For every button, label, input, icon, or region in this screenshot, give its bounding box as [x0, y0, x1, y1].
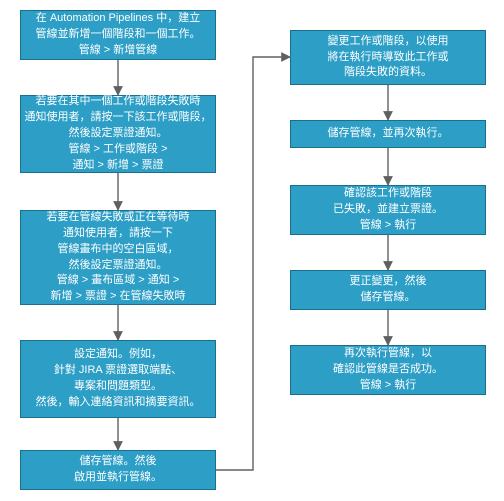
- flow-node-text: 新增 > 票證 > 在管線失敗時: [50, 289, 185, 305]
- flow-node-R5: 再次執行管線，以確認此管線是否成功。管線 > 執行: [290, 345, 486, 395]
- flow-node-text: 將在執行時導致此工作或: [328, 50, 449, 66]
- flow-node-text: 針對 JIRA 票證選取端點、: [54, 363, 182, 379]
- flow-node-text: 儲存管線。然後: [80, 454, 157, 470]
- flow-node-text: 更正變更，然後: [350, 274, 427, 290]
- flowchart-canvas: 在 Automation Pipelines 中，建立管線並新增一個階段和一個工…: [0, 0, 504, 501]
- flow-node-text: 管線畫布中的空白區域，: [58, 242, 179, 258]
- flow-node-text: 管線 > 新增管線: [79, 43, 158, 59]
- flow-node-text: 通知 > 新增 > 票證: [72, 158, 163, 174]
- flow-node-text: 通知使用者，請按一下該工作或階段，: [25, 110, 212, 126]
- flow-node-R2: 儲存管線，並再次執行。: [290, 120, 486, 148]
- flow-node-text: 啟用並執行管線。: [74, 470, 162, 486]
- flow-node-text: 階段失敗的資料。: [344, 65, 432, 81]
- flow-node-text: 管線 > 執行: [360, 218, 417, 234]
- flow-node-text: 在 Automation Pipelines 中，建立: [36, 11, 200, 27]
- flow-node-text: 再次執行管線，以: [344, 346, 432, 362]
- flow-node-text: 確認該工作或階段: [344, 186, 432, 202]
- flow-node-text: 專案和問題類型。: [74, 379, 162, 395]
- flow-node-L5: 儲存管線。然後啟用並執行管線。: [20, 450, 216, 490]
- flow-node-text: 然後設定票證通知。: [69, 126, 168, 142]
- flow-node-R1: 變更工作或階段，以使用將在執行時導致此工作或階段失敗的資料。: [290, 30, 486, 85]
- flow-node-text: 確認此管線是否成功。: [333, 362, 443, 378]
- flow-node-text: 然後設定票證通知。: [69, 258, 168, 274]
- flow-node-R4: 更正變更，然後儲存管線。: [290, 270, 486, 310]
- flow-node-text: 通知使用者，請按一下: [63, 226, 173, 242]
- flow-node-R3: 確認該工作或階段已失敗，並建立票證。管線 > 執行: [290, 185, 486, 235]
- flow-edge-4: [216, 57, 290, 470]
- flow-node-text: 然後，輸入連絡資訊和摘要資訊。: [36, 395, 201, 411]
- flow-node-L1: 在 Automation Pipelines 中，建立管線並新增一個階段和一個工…: [20, 10, 216, 60]
- flow-node-L2: 若要在其中一個工作或階段失敗時通知使用者，請按一下該工作或階段，然後設定票證通知…: [20, 95, 216, 173]
- flow-node-text: 若要在管線失敗或正在等待時: [47, 210, 190, 226]
- flow-node-text: 變更工作或階段，以使用: [328, 34, 449, 50]
- flow-node-text: 已失敗，並建立票證。: [333, 202, 443, 218]
- flow-node-text: 管線 > 執行: [360, 378, 417, 394]
- flow-node-text: 管線 > 工作或階段 >: [68, 142, 167, 158]
- flow-node-text: 若要在其中一個工作或階段失敗時: [36, 94, 201, 110]
- flow-node-text: 儲存管線。: [361, 290, 416, 306]
- flow-node-L4: 設定通知。例如，針對 JIRA 票證選取端點、專案和問題類型。然後，輸入連絡資訊…: [20, 340, 216, 418]
- flow-node-L3: 若要在管線失敗或正在等待時通知使用者，請按一下管線畫布中的空白區域，然後設定票證…: [20, 210, 216, 305]
- flow-node-text: 管線並新增一個階段和一個工作。: [36, 27, 201, 43]
- flow-node-text: 管線 > 畫布區域 > 通知 >: [57, 273, 180, 289]
- flow-node-text: 儲存管線，並再次執行。: [328, 126, 449, 142]
- flow-node-text: 設定通知。例如，: [74, 347, 162, 363]
